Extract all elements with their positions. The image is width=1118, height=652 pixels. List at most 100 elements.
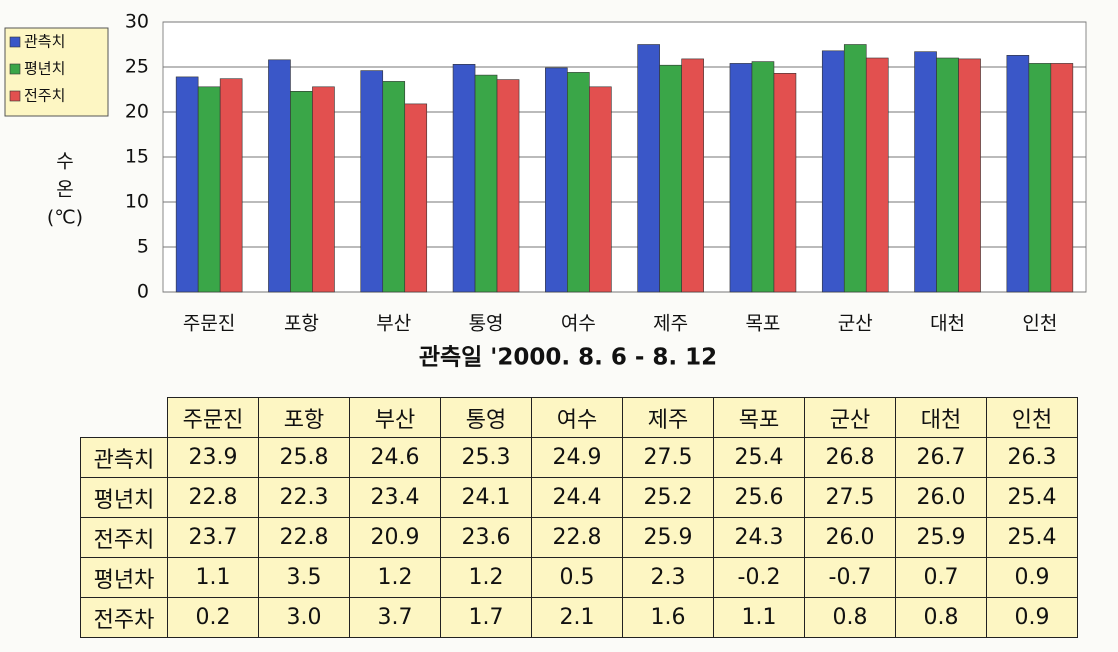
cell: 23.4 [349, 477, 441, 518]
cell: 25.8 [258, 437, 350, 478]
cell: 25.4 [986, 477, 1078, 518]
cell: 20.9 [349, 517, 441, 558]
cell: 0.2 [167, 597, 259, 638]
bar [496, 79, 520, 293]
y-tick-label: 30 [125, 11, 149, 33]
cell: 25.9 [622, 517, 714, 558]
table-row: 전주치 23.7 22.8 20.9 23.6 22.8 25.9 24.3 26.0 25.9 2… [80, 517, 1078, 558]
row-label: 전주차 [80, 597, 168, 638]
cell: 26.0 [804, 517, 896, 558]
row-label: 평년차 [80, 557, 168, 598]
cell: 26.3 [986, 437, 1078, 478]
y-tick-label: 0 [137, 281, 149, 303]
cell: 3.5 [258, 557, 350, 598]
cell: 23.7 [167, 517, 259, 558]
bar [404, 103, 428, 293]
bar [1050, 63, 1074, 293]
cell: 26.8 [804, 437, 896, 478]
cell: 24.3 [713, 517, 805, 558]
cell: 24.4 [531, 477, 623, 518]
y-axis-label: (℃) [47, 207, 83, 229]
x-axis-label: 관측일 '2000. 8. 6 - 8. 12 [419, 345, 717, 371]
chart: 0 5 10 15 20 25 30 수온 (℃) 관측일 '2000. 8. 6 - 8. 12… [4, 11, 1087, 371]
cell: 22.3 [258, 477, 350, 518]
cell: 0.8 [895, 597, 987, 638]
x-tick-label: 통영 [469, 313, 504, 335]
x-tick-label: 대천 [930, 313, 965, 335]
y-tick-label: 25 [125, 56, 149, 78]
legend-swatch [9, 63, 21, 75]
bar [865, 57, 889, 293]
corner [81, 398, 168, 438]
header-cell: 포항 [258, 397, 350, 438]
header-cell: 제주 [622, 397, 714, 438]
y-tick-label: 5 [137, 236, 149, 258]
y-tick-label: 20 [125, 101, 149, 123]
cell: 3.7 [349, 597, 441, 638]
x-tick-label: 군산 [838, 313, 873, 335]
bar [312, 86, 335, 293]
cell: 23.6 [440, 517, 532, 558]
cell: 24.6 [349, 437, 441, 478]
cell: 2.1 [531, 597, 623, 638]
header-cell: 부산 [349, 397, 441, 438]
y-axis-label: 수 [56, 151, 73, 173]
bar [637, 44, 660, 293]
x-tick-label: 제주 [653, 313, 688, 335]
cell: 0.8 [804, 597, 896, 638]
bar [1006, 54, 1030, 293]
bar [843, 44, 867, 293]
cell: 1.7 [440, 597, 532, 638]
cell: 0.5 [531, 557, 623, 598]
bar [567, 72, 590, 293]
legend [4, 27, 109, 117]
cell: 0.7 [895, 557, 987, 598]
cell: 22.8 [258, 517, 350, 558]
bar [382, 81, 406, 293]
bar [729, 63, 753, 293]
x-tick-label: 주문진 [183, 313, 235, 335]
y-axis-label: 온 [56, 179, 73, 201]
legend-label: 전주치 [24, 87, 65, 105]
cell: 27.5 [804, 477, 896, 518]
cell: 25.9 [895, 517, 987, 558]
row-label: 전주치 [80, 517, 168, 558]
cell: 1.2 [349, 557, 441, 598]
cell: 1.2 [440, 557, 532, 598]
bar [821, 50, 845, 293]
bar [914, 51, 937, 293]
bar [452, 64, 476, 293]
table-row: 전주차 0.2 3.0 3.7 1.7 2.1 1.6 1.1 0.8 0.8 0.9 [80, 597, 1078, 638]
x-tick-label: 목포 [745, 313, 780, 335]
bar [1028, 63, 1052, 293]
table-row: 관측치 23.9 25.8 24.6 25.3 24.9 27.5 25.4 26.8 26.7 2… [80, 437, 1078, 478]
y-tick-label: 15 [125, 146, 149, 168]
cell: 25.6 [713, 477, 805, 518]
cell: 1.6 [622, 597, 714, 638]
bar [773, 73, 797, 293]
bar [589, 86, 612, 293]
data-table: 주문진 포항 부산 통영 여수 제주 목포 군산 대천 인천 관측치 23.9 25.8 24.6 25.3… [80, 397, 1078, 638]
header-cell: 군산 [804, 397, 896, 438]
cell: 1.1 [713, 597, 805, 638]
cell: 27.5 [622, 437, 714, 478]
cell: 0.9 [986, 597, 1078, 638]
header-cell: 통영 [440, 397, 532, 438]
cell: 25.3 [440, 437, 532, 478]
bar [751, 61, 775, 293]
cell: 24.1 [440, 477, 532, 518]
cell: 22.8 [167, 477, 259, 518]
table-row: 평년치 22.8 22.3 23.4 24.1 24.4 25.2 25.6 27.5 26.0 2… [80, 477, 1078, 518]
bar [360, 70, 384, 293]
header-cell: 대천 [895, 397, 987, 438]
bar [219, 78, 243, 293]
x-tick-label: 인천 [1022, 313, 1057, 335]
cell: 0.9 [986, 557, 1078, 598]
header-cell: 목포 [713, 397, 805, 438]
header-cell: 인천 [986, 397, 1078, 438]
cell: -0.7 [804, 557, 896, 598]
cell: 22.8 [531, 517, 623, 558]
cell: -0.2 [713, 557, 805, 598]
cell: 2.3 [622, 557, 714, 598]
cell: 1.1 [167, 557, 259, 598]
